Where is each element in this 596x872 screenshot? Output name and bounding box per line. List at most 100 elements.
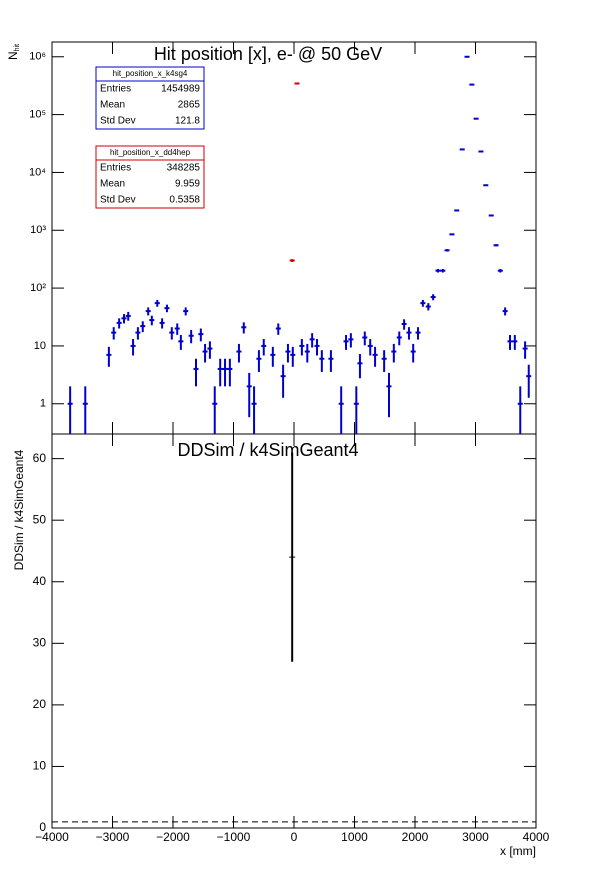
data-point xyxy=(261,339,267,356)
y-label-sub: hit xyxy=(14,44,21,51)
data-point xyxy=(193,358,199,387)
data-point xyxy=(241,322,247,334)
data-point xyxy=(285,343,291,363)
stat-box xyxy=(95,66,205,130)
data-point xyxy=(159,318,165,329)
data-point xyxy=(149,315,155,326)
stat-value: 9.959 xyxy=(175,179,200,190)
data-point xyxy=(314,339,320,356)
data-point xyxy=(202,343,208,363)
y-tick-label: 10⁵ xyxy=(29,109,46,121)
data-point xyxy=(348,333,354,348)
data-point xyxy=(440,268,446,273)
data-point xyxy=(497,268,503,273)
y-tick-label: 30 xyxy=(33,635,47,649)
x-tick-label: −3000 xyxy=(96,830,130,844)
x-axis-label: x [mm] xyxy=(500,844,536,858)
x-tick-label: −2000 xyxy=(156,830,190,844)
data-point xyxy=(125,311,131,321)
data-point xyxy=(338,386,344,434)
data-point xyxy=(381,350,387,372)
ratio-title: DDSim / k4SimGeant4 xyxy=(177,440,358,460)
data-point xyxy=(391,343,397,363)
stat-label: Std Dev xyxy=(100,116,136,127)
data-point xyxy=(483,184,489,187)
data-point xyxy=(454,209,460,212)
data-point xyxy=(353,386,359,434)
data-point xyxy=(82,386,88,434)
y-tick-label: 10 xyxy=(33,759,47,773)
y-tick-label: 10² xyxy=(30,282,46,294)
y-label-main: N xyxy=(6,51,20,60)
stat-value: 0.5358 xyxy=(169,195,200,206)
data-point xyxy=(222,358,228,387)
data-point xyxy=(526,364,532,398)
data-point xyxy=(174,323,180,335)
data-point xyxy=(212,386,218,434)
data-point xyxy=(275,323,281,335)
x-tick-label: 3000 xyxy=(462,830,489,844)
data-point xyxy=(517,386,523,434)
x-tick-label: 4000 xyxy=(523,830,550,844)
data-point xyxy=(130,339,136,356)
data-point xyxy=(207,341,213,359)
data-point xyxy=(343,334,349,350)
data-point xyxy=(135,327,141,340)
data-point xyxy=(246,372,252,418)
data-point xyxy=(522,341,528,359)
data-point xyxy=(488,214,494,217)
data-point xyxy=(227,358,233,387)
data-point xyxy=(449,233,455,236)
data-point xyxy=(507,334,513,350)
data-point xyxy=(188,329,194,344)
data-point xyxy=(145,307,151,316)
data-point xyxy=(512,334,518,350)
y-tick-label: 10⁶ xyxy=(29,51,46,63)
data-point xyxy=(121,314,127,324)
data-point xyxy=(270,346,276,367)
stat-value: 2865 xyxy=(178,100,201,111)
data-point xyxy=(183,307,189,316)
stat-label: Entries xyxy=(100,84,131,95)
data-point xyxy=(420,299,426,307)
data-point xyxy=(309,333,315,348)
data-point xyxy=(415,327,421,340)
data-point xyxy=(116,318,122,329)
stat-label: Mean xyxy=(100,179,125,190)
x-tick-label: 1000 xyxy=(341,830,368,844)
stat-box-title: hit_position_x_k4sg4 xyxy=(113,69,188,78)
stat-value: 121.8 xyxy=(175,116,200,127)
data-point xyxy=(290,346,296,367)
data-point xyxy=(111,327,117,340)
y-tick-label: 10 xyxy=(34,340,46,352)
data-point xyxy=(410,343,416,363)
data-point xyxy=(164,304,170,313)
y-axis-label: Nhit xyxy=(6,44,21,60)
stat-box-title: hit_position_x_dd4hep xyxy=(110,148,191,157)
stat-box xyxy=(95,145,205,209)
data-point xyxy=(236,343,242,363)
y-tick-label: 40 xyxy=(33,574,47,588)
x-tick-label: −1000 xyxy=(217,830,251,844)
data-point xyxy=(367,339,373,356)
data-point xyxy=(106,346,112,367)
data-point xyxy=(198,328,204,342)
y-tick-label: 1 xyxy=(40,398,46,410)
data-point xyxy=(406,327,412,340)
x-tick-label: 0 xyxy=(291,830,298,844)
y-tick-label: 20 xyxy=(33,697,47,711)
x-tick-label: 2000 xyxy=(402,830,429,844)
stat-label: Mean xyxy=(100,100,125,111)
data-point xyxy=(256,350,262,372)
data-point xyxy=(304,343,310,363)
data-point xyxy=(67,386,73,434)
data-point xyxy=(493,244,499,247)
stat-label: Std Dev xyxy=(100,195,136,206)
bottom-frame xyxy=(51,433,537,829)
data-point xyxy=(140,321,146,333)
data-point xyxy=(169,327,175,340)
data-point xyxy=(430,294,436,301)
data-point xyxy=(386,372,392,418)
data-point xyxy=(328,350,334,372)
